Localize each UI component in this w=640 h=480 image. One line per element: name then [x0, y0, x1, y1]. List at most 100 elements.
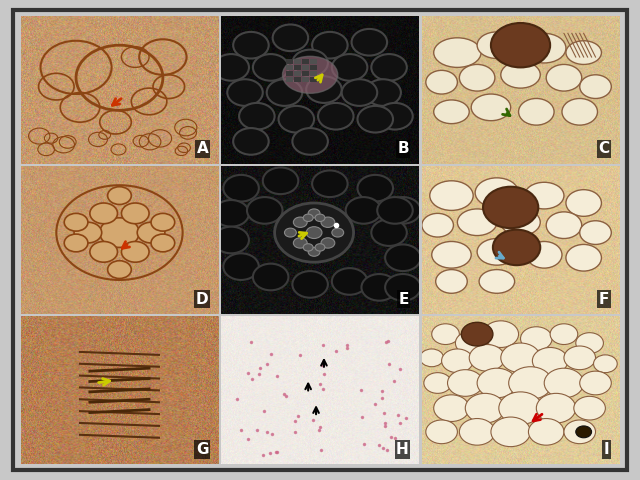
- Circle shape: [465, 394, 505, 423]
- Circle shape: [278, 106, 314, 132]
- Circle shape: [365, 79, 401, 106]
- Circle shape: [520, 327, 552, 350]
- Circle shape: [580, 371, 611, 395]
- Circle shape: [292, 49, 328, 76]
- Circle shape: [321, 238, 335, 248]
- Circle shape: [292, 128, 328, 155]
- Circle shape: [223, 175, 259, 202]
- Circle shape: [233, 32, 269, 59]
- Circle shape: [529, 419, 564, 445]
- Bar: [310, 77, 317, 82]
- Circle shape: [292, 271, 328, 298]
- Bar: [302, 71, 309, 76]
- Circle shape: [460, 419, 495, 445]
- Ellipse shape: [546, 212, 582, 239]
- Ellipse shape: [458, 209, 497, 236]
- Circle shape: [483, 321, 518, 348]
- Circle shape: [332, 54, 367, 81]
- Circle shape: [385, 244, 420, 271]
- Circle shape: [491, 23, 550, 67]
- Circle shape: [576, 333, 604, 353]
- Circle shape: [564, 420, 595, 444]
- Circle shape: [420, 349, 444, 367]
- Circle shape: [284, 228, 296, 237]
- Ellipse shape: [566, 244, 602, 271]
- Text: I: I: [604, 442, 609, 457]
- Circle shape: [253, 54, 289, 81]
- Text: A: A: [196, 141, 208, 156]
- Circle shape: [385, 274, 420, 300]
- Circle shape: [90, 203, 118, 224]
- Circle shape: [318, 103, 353, 130]
- Circle shape: [432, 324, 460, 345]
- Text: G: G: [196, 442, 208, 457]
- Circle shape: [293, 217, 307, 228]
- Ellipse shape: [434, 38, 481, 67]
- Circle shape: [593, 355, 617, 372]
- Circle shape: [362, 274, 397, 300]
- Ellipse shape: [432, 241, 471, 268]
- Ellipse shape: [460, 64, 495, 91]
- Circle shape: [273, 24, 308, 51]
- Circle shape: [213, 54, 249, 81]
- Circle shape: [342, 79, 377, 106]
- Bar: [287, 65, 293, 71]
- Circle shape: [239, 103, 275, 130]
- Circle shape: [303, 244, 313, 251]
- Ellipse shape: [282, 56, 338, 93]
- Bar: [302, 65, 309, 71]
- Circle shape: [377, 197, 413, 224]
- Circle shape: [312, 170, 348, 197]
- Circle shape: [151, 234, 175, 252]
- Circle shape: [223, 253, 259, 280]
- Text: F: F: [599, 291, 609, 307]
- Circle shape: [90, 241, 118, 262]
- Circle shape: [308, 209, 320, 218]
- Circle shape: [536, 394, 576, 423]
- Circle shape: [122, 241, 149, 262]
- Circle shape: [477, 368, 516, 398]
- Circle shape: [108, 261, 131, 278]
- Circle shape: [306, 227, 322, 239]
- Circle shape: [332, 228, 344, 237]
- Ellipse shape: [477, 239, 516, 265]
- Ellipse shape: [522, 33, 566, 63]
- Circle shape: [346, 197, 381, 224]
- Circle shape: [550, 324, 578, 345]
- Ellipse shape: [477, 32, 516, 59]
- Bar: [302, 77, 309, 82]
- Text: D: D: [196, 291, 208, 307]
- Bar: [310, 71, 317, 76]
- Circle shape: [332, 268, 367, 295]
- Circle shape: [108, 187, 131, 204]
- Circle shape: [358, 175, 393, 202]
- Ellipse shape: [566, 41, 602, 64]
- Circle shape: [308, 247, 320, 256]
- Ellipse shape: [580, 221, 611, 244]
- Circle shape: [461, 323, 493, 346]
- Circle shape: [263, 168, 298, 194]
- Circle shape: [564, 346, 595, 370]
- Circle shape: [499, 392, 542, 424]
- Circle shape: [532, 348, 568, 374]
- Ellipse shape: [562, 98, 598, 125]
- Bar: [310, 59, 317, 64]
- Ellipse shape: [524, 182, 564, 209]
- Ellipse shape: [527, 241, 562, 268]
- Ellipse shape: [434, 100, 469, 124]
- Ellipse shape: [500, 209, 540, 236]
- Bar: [294, 71, 301, 76]
- Ellipse shape: [580, 75, 611, 98]
- Circle shape: [213, 227, 249, 253]
- Circle shape: [253, 264, 289, 290]
- Text: C: C: [598, 141, 609, 156]
- Ellipse shape: [518, 98, 554, 125]
- Bar: [294, 77, 301, 82]
- Bar: [294, 65, 301, 71]
- Text: B: B: [397, 141, 409, 156]
- Bar: [287, 59, 293, 64]
- Ellipse shape: [471, 94, 511, 120]
- Circle shape: [321, 217, 335, 228]
- Bar: [287, 77, 293, 82]
- Circle shape: [371, 54, 407, 81]
